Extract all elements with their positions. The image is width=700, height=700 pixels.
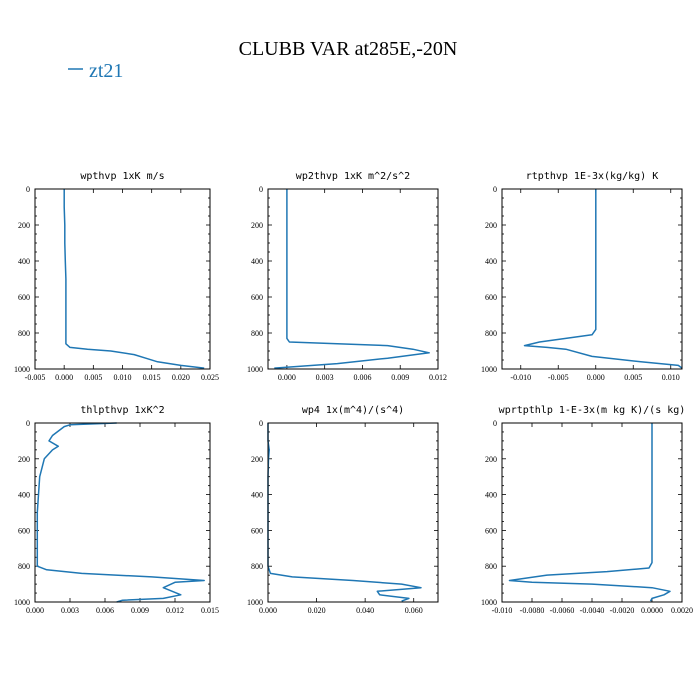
y-tick-label: 800: [485, 562, 497, 571]
x-tick-label: 0.005: [624, 373, 642, 382]
y-tick-label: 0: [259, 419, 263, 428]
panel-title: wp2thvp 1xK m^2/s^2: [296, 171, 410, 182]
x-tick-label: 0.010: [114, 373, 132, 382]
y-tick-label: 1000: [481, 365, 497, 374]
y-tick-label: 0: [259, 185, 263, 194]
plot-frame: [267, 188, 439, 370]
y-tick-label: 0: [493, 419, 497, 428]
y-tick-label: 800: [485, 329, 497, 338]
x-tick-label: 0.009: [131, 606, 149, 615]
y-tick-label: 600: [485, 526, 497, 535]
y-tick-label: 400: [18, 491, 30, 500]
panel-title: wprtpthlp 1-E-3x(m kg K)/(s kg): [499, 405, 686, 416]
x-tick-label: 0.000: [55, 373, 73, 382]
y-tick-label: 0: [493, 185, 497, 194]
legend-label: zt21: [89, 60, 123, 82]
panel-1: wpthvp 1xK m/s 0 200 400 600 800 1000-0.005 0.0…: [14, 171, 219, 382]
plot-frame: [34, 188, 211, 370]
x-tick-label: 0.010: [662, 373, 680, 382]
y-tick-label: 600: [18, 526, 30, 535]
x-tick-label: -0.010: [510, 373, 531, 382]
plot-frame: [501, 422, 683, 603]
x-tick-label: 0.020: [308, 606, 326, 615]
x-tick-label: 0.0020: [671, 606, 693, 615]
x-tick-label: -0.005: [548, 373, 569, 382]
x-tick-label: 0.025: [201, 373, 219, 382]
x-tick-label: 0.015: [201, 606, 219, 615]
x-tick-label: 0.0000: [641, 606, 663, 615]
y-tick-label: 800: [251, 329, 263, 338]
panel-title: wp4 1x(m^4)/(s^4): [302, 405, 404, 416]
y-tick-label: 800: [18, 329, 30, 338]
y-tick-label: 800: [251, 562, 263, 571]
y-tick-label: 1000: [14, 365, 30, 374]
x-tick-label: -0.0020: [610, 606, 635, 615]
y-tick-label: 1000: [481, 598, 497, 607]
y-tick-label: 200: [18, 221, 30, 230]
x-tick-label: 0.005: [84, 373, 102, 382]
panel-6: wprtpthlp 1-E-3x(m kg K)/(s kg)0 200 400 60…: [481, 405, 693, 615]
y-tick-label: 400: [18, 257, 30, 266]
x-tick-label: 0.060: [405, 606, 423, 615]
y-tick-label: 800: [18, 562, 30, 571]
x-tick-label: 0.040: [356, 606, 374, 615]
x-tick-label: 0.000: [587, 373, 605, 382]
y-tick-label: 200: [485, 221, 497, 230]
x-tick-label: 0.006: [96, 606, 114, 615]
x-tick-label: 0.012: [166, 606, 184, 615]
x-tick-label: 0.000: [26, 606, 44, 615]
y-tick-label: 600: [18, 293, 30, 302]
x-tick-label: 0.003: [316, 373, 334, 382]
y-tick-label: 600: [251, 526, 263, 535]
x-tick-label: 0.015: [143, 373, 161, 382]
x-tick-label: -0.010: [492, 606, 513, 615]
y-tick-label: 200: [485, 455, 497, 464]
x-tick-label: -0.005: [25, 373, 46, 382]
panel-title: wpthvp 1xK m/s: [80, 171, 164, 182]
x-tick-label: 0.020: [172, 373, 190, 382]
x-tick-label: 0.012: [429, 373, 447, 382]
panel-3: rtpthvp 1E-3x(kg/kg) K 0 200 400 600 800 1000 -…: [481, 171, 683, 382]
y-tick-label: 1000: [14, 598, 30, 607]
y-tick-label: 0: [26, 419, 30, 428]
y-tick-label: 400: [485, 491, 497, 500]
series-line: [36, 422, 205, 603]
plot-frame: [34, 422, 211, 603]
series-line: [267, 423, 422, 602]
x-tick-label: 0.006: [353, 373, 371, 382]
legend: zt21: [68, 60, 123, 82]
x-tick-label: -0.0060: [550, 606, 575, 615]
panel-title: thlpthvp 1xK^2: [80, 405, 164, 416]
y-tick-label: 200: [251, 221, 263, 230]
y-tick-label: 400: [251, 257, 263, 266]
y-tick-label: 0: [26, 185, 30, 194]
series-line: [508, 423, 671, 602]
x-tick-label: 0.003: [61, 606, 79, 615]
plot-frame: [501, 188, 683, 370]
panel-title: rtpthvp 1E-3x(kg/kg) K: [526, 171, 658, 182]
x-tick-label: 0.009: [391, 373, 409, 382]
plot-frame: [267, 422, 439, 603]
y-tick-label: 400: [485, 257, 497, 266]
figure-title: CLUBB VAR at285E,-20N: [239, 38, 458, 60]
x-tick-label: 0.000: [278, 373, 296, 382]
y-tick-label: 1000: [247, 598, 263, 607]
panel-2: wp2thvp 1xK m^2/s^2 0 200 400 600 800 1000 0.00…: [247, 171, 447, 382]
y-tick-label: 200: [18, 455, 30, 464]
y-tick-label: 600: [485, 293, 497, 302]
series-line: [523, 189, 683, 369]
y-tick-label: 600: [251, 293, 263, 302]
y-tick-label: 200: [251, 455, 263, 464]
series-line: [274, 189, 430, 369]
series-line: [63, 189, 205, 369]
x-tick-label: -0.0040: [580, 606, 605, 615]
x-tick-label: -0.0080: [520, 606, 545, 615]
x-tick-label: 0.000: [259, 606, 277, 615]
y-tick-label: 400: [251, 491, 263, 500]
y-tick-label: 1000: [247, 365, 263, 374]
